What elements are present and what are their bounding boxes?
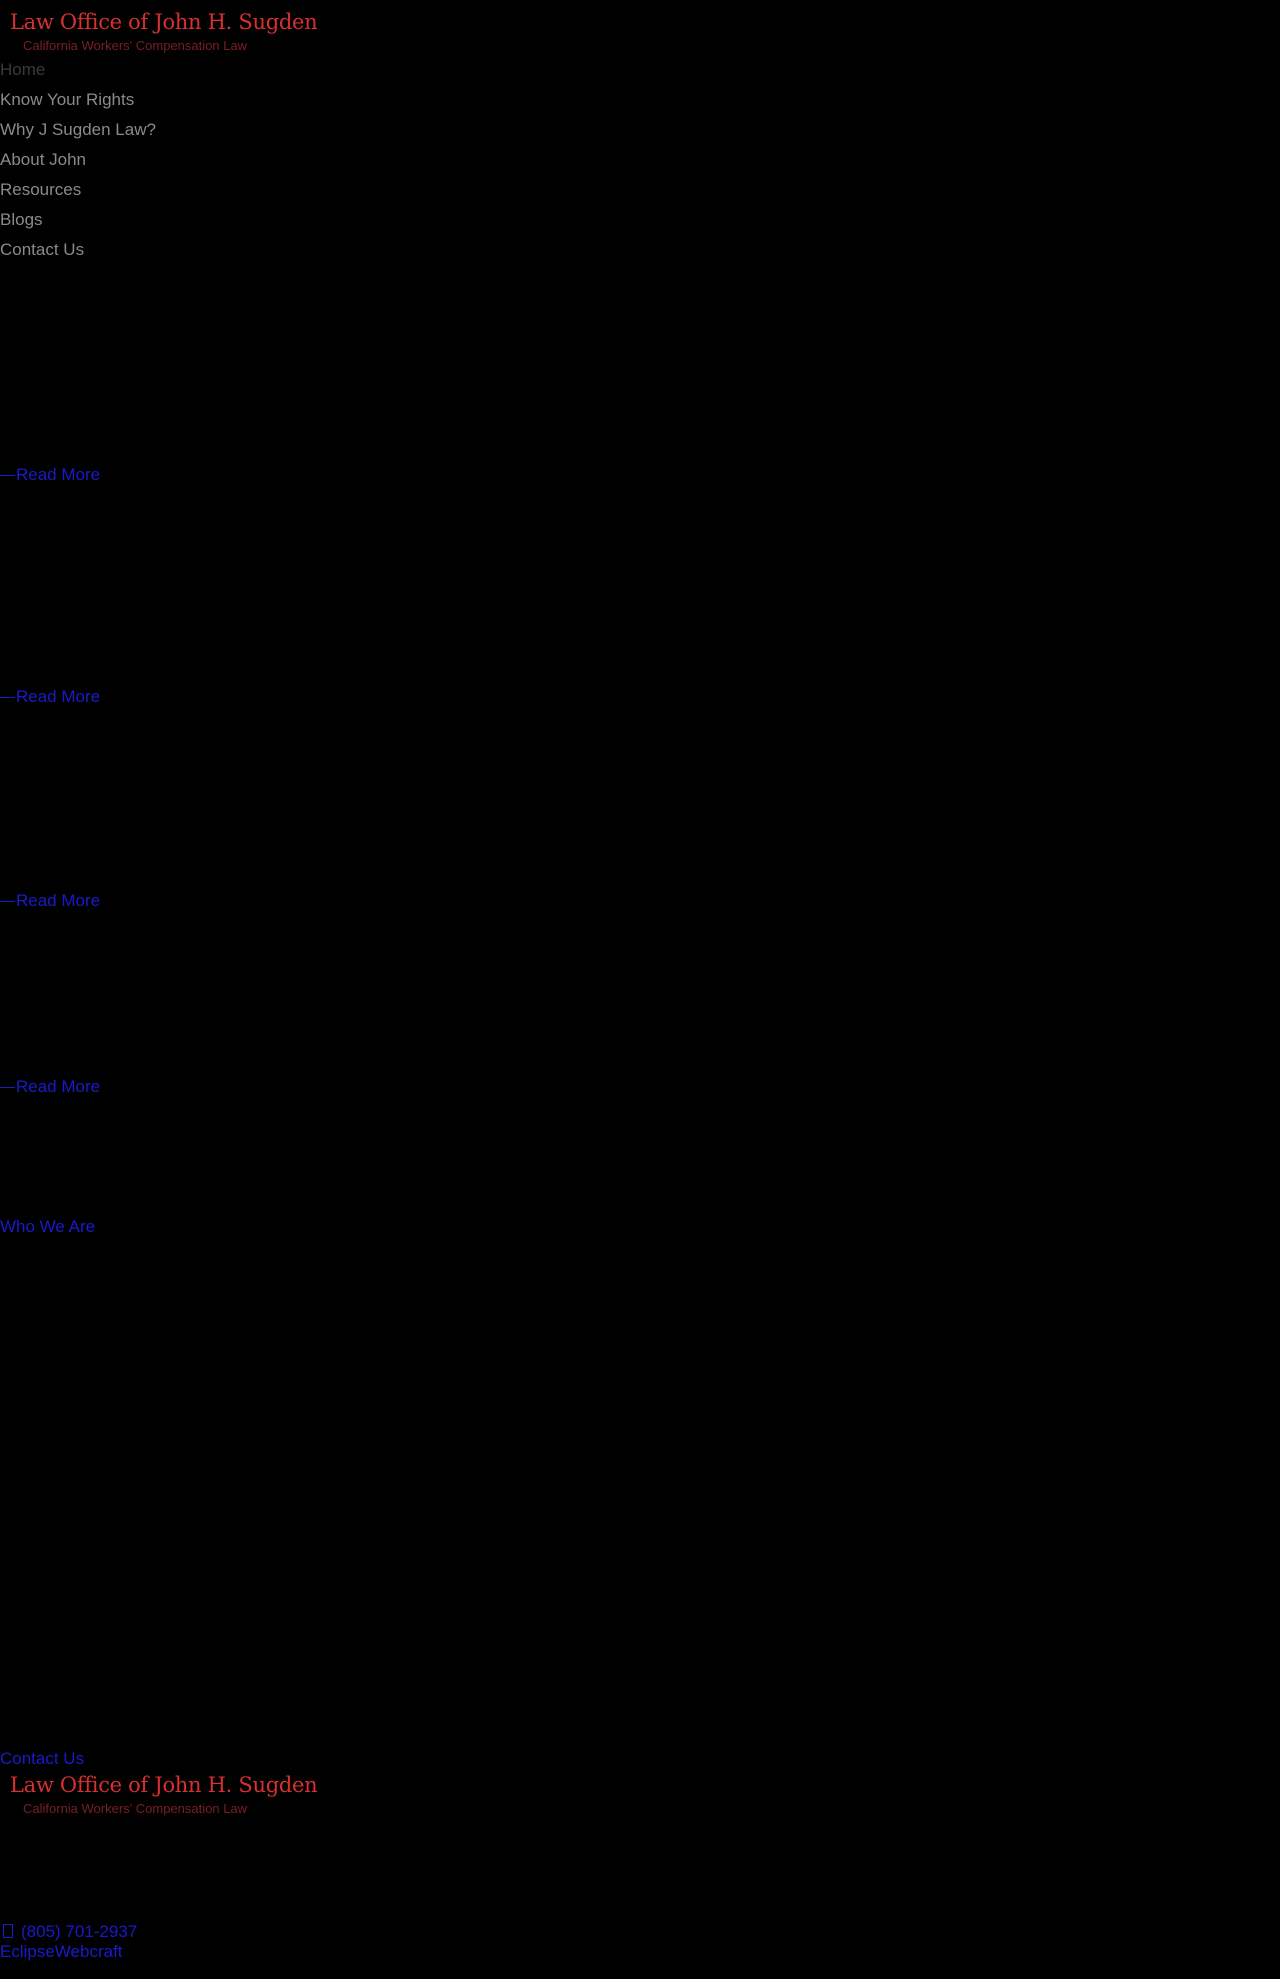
read-more-link[interactable]: Read More — [0, 465, 100, 485]
logo-title: Law Office of John H. Sugden — [10, 1773, 318, 1797]
credit-link[interactable]: EclipseWebcraft — [0, 1942, 123, 1961]
line-icon — [0, 474, 15, 476]
read-more-link[interactable]: Read More — [0, 687, 100, 707]
logo-subtitle: California Workers' Compensation Law — [23, 1801, 248, 1816]
nav-why-j-sugden-law[interactable]: Why J Sugden Law? — [0, 120, 156, 139]
read-more-label: Read More — [16, 465, 101, 484]
read-more-label: Read More — [16, 1077, 101, 1096]
phone-link[interactable]: (805) 701-2937 — [3, 1922, 137, 1942]
site-logo[interactable]: Law Office of John H. Sugden California … — [10, 10, 318, 55]
nav-resources[interactable]: Resources — [0, 180, 82, 199]
footer-logo[interactable]: Law Office of John H. Sugden California … — [10, 1773, 318, 1818]
nav-know-your-rights[interactable]: Know Your Rights — [0, 90, 135, 109]
nav-about-john[interactable]: About John — [0, 150, 87, 169]
logo-subtitle: California Workers' Compensation Law — [23, 38, 248, 53]
read-more-label: Read More — [16, 891, 101, 910]
nav-contact-us[interactable]: Contact Us — [0, 240, 85, 259]
who-we-are-link[interactable]: Who We Are — [0, 1217, 96, 1236]
phone-number: (805) 701-2937 — [21, 1922, 138, 1941]
contact-us-link[interactable]: Contact Us — [0, 1749, 85, 1768]
nav-home[interactable]: Home — [0, 60, 46, 79]
read-more-label: Read More — [16, 687, 101, 706]
read-more-link[interactable]: Read More — [0, 1077, 100, 1097]
nav-blogs[interactable]: Blogs — [0, 210, 43, 229]
line-icon — [0, 900, 15, 902]
line-icon — [0, 1086, 15, 1088]
logo-title: Law Office of John H. Sugden — [10, 10, 318, 34]
phone-icon — [3, 1924, 13, 1938]
read-more-link[interactable]: Read More — [0, 891, 100, 911]
line-icon — [0, 696, 15, 698]
